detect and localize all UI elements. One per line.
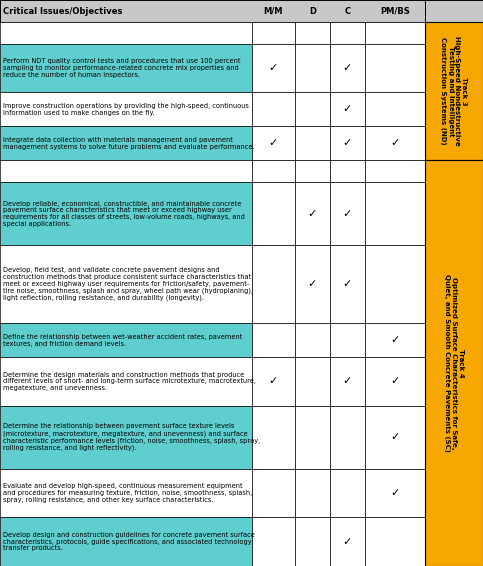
Text: Track 4
Optimized Surface Characteristics for Safe,
Quiet, and Smooth Concrete P: Track 4 Optimized Surface Characteristic…: [444, 275, 464, 452]
Bar: [330, 246, 365, 323]
Text: Track 3
High-Speed Nondestructive
Testing and Intelligent
Construction Systems (: Track 3 High-Speed Nondestructive Testin…: [440, 36, 468, 146]
Bar: [330, 126, 365, 160]
Text: Define the relationship between wet-weather accident rates, pavement
textures, a: Define the relationship between wet-weat…: [3, 334, 242, 346]
Text: ✓: ✓: [390, 432, 400, 442]
Bar: [0, 22, 252, 44]
Bar: [330, 323, 365, 357]
Bar: [365, 517, 425, 566]
Bar: [295, 160, 330, 182]
Bar: [252, 22, 295, 44]
Bar: [365, 357, 425, 406]
Bar: [0, 44, 252, 92]
Text: Develop reliable, economical, constructible, and maintainable concrete
pavement : Develop reliable, economical, constructi…: [3, 201, 245, 227]
Text: ✓: ✓: [269, 63, 278, 73]
Bar: [252, 469, 295, 517]
Bar: [295, 126, 330, 160]
Bar: [0, 246, 252, 323]
Bar: [252, 357, 295, 406]
Bar: [365, 246, 425, 323]
Text: Evaluate and develop high-speed, continuous measurement equipment
and procedures: Evaluate and develop high-speed, continu…: [3, 483, 252, 503]
Text: Develop, field test, and validate concrete pavement designs and
construction met: Develop, field test, and validate concre…: [3, 267, 253, 301]
Text: C: C: [344, 6, 351, 15]
Bar: [252, 182, 295, 246]
Text: Perform NDT quality control tests and procedures that use 100 percent
sampling t: Perform NDT quality control tests and pr…: [3, 58, 241, 78]
Bar: [0, 406, 252, 469]
Bar: [295, 357, 330, 406]
Bar: [330, 357, 365, 406]
Bar: [295, 246, 330, 323]
Bar: [252, 44, 295, 92]
Text: ✓: ✓: [308, 209, 317, 219]
Bar: [295, 22, 330, 44]
Bar: [295, 44, 330, 92]
Text: ✓: ✓: [343, 63, 352, 73]
Bar: [330, 406, 365, 469]
Text: Determine the relationship between pavement surface texture levels
(microtexture: Determine the relationship between pavem…: [3, 423, 260, 451]
Bar: [252, 160, 295, 182]
Bar: [425, 22, 483, 160]
Bar: [330, 517, 365, 566]
Text: ✓: ✓: [390, 376, 400, 387]
Text: ✓: ✓: [390, 139, 400, 148]
Bar: [252, 323, 295, 357]
Text: ✓: ✓: [343, 376, 352, 387]
Bar: [0, 0, 425, 22]
Bar: [0, 357, 252, 406]
Bar: [425, 0, 483, 22]
Text: Determine the design materials and construction methods that produce
different l: Determine the design materials and const…: [3, 372, 256, 391]
Text: ✓: ✓: [343, 209, 352, 219]
Bar: [0, 517, 252, 566]
Text: ✓: ✓: [308, 279, 317, 289]
Bar: [425, 160, 483, 566]
Bar: [365, 323, 425, 357]
Text: Critical Issues/Objectives: Critical Issues/Objectives: [3, 6, 122, 15]
Bar: [365, 160, 425, 182]
Text: ✓: ✓: [269, 139, 278, 148]
Bar: [252, 126, 295, 160]
Text: Integrate data collection with materials management and pavement
management syst: Integrate data collection with materials…: [3, 137, 255, 150]
Bar: [365, 126, 425, 160]
Text: PM/BS: PM/BS: [380, 6, 410, 15]
Bar: [330, 22, 365, 44]
Bar: [365, 22, 425, 44]
Bar: [330, 182, 365, 246]
Text: ✓: ✓: [343, 537, 352, 547]
Bar: [365, 406, 425, 469]
Text: M/M: M/M: [264, 6, 283, 15]
Bar: [295, 92, 330, 126]
Bar: [330, 469, 365, 517]
Bar: [365, 469, 425, 517]
Bar: [0, 469, 252, 517]
Bar: [0, 92, 252, 126]
Text: Improve construction operations by providing the high-speed, continuous
informat: Improve construction operations by provi…: [3, 103, 249, 116]
Bar: [295, 517, 330, 566]
Text: ✓: ✓: [390, 335, 400, 345]
Text: ✓: ✓: [343, 279, 352, 289]
Bar: [295, 323, 330, 357]
Bar: [365, 182, 425, 246]
Bar: [295, 182, 330, 246]
Text: ✓: ✓: [343, 139, 352, 148]
Bar: [330, 44, 365, 92]
Bar: [0, 126, 252, 160]
Text: Develop design and construction guidelines for concrete pavement surface
charact: Develop design and construction guidelin…: [3, 532, 255, 551]
Bar: [295, 406, 330, 469]
Bar: [252, 92, 295, 126]
Text: ✓: ✓: [390, 488, 400, 498]
Bar: [252, 517, 295, 566]
Text: ✓: ✓: [343, 105, 352, 114]
Bar: [0, 160, 252, 182]
Bar: [0, 323, 252, 357]
Bar: [0, 182, 252, 246]
Text: ✓: ✓: [269, 376, 278, 387]
Bar: [330, 160, 365, 182]
Bar: [365, 92, 425, 126]
Bar: [295, 469, 330, 517]
Bar: [365, 44, 425, 92]
Bar: [252, 406, 295, 469]
Bar: [252, 246, 295, 323]
Bar: [330, 92, 365, 126]
Text: D: D: [309, 6, 316, 15]
